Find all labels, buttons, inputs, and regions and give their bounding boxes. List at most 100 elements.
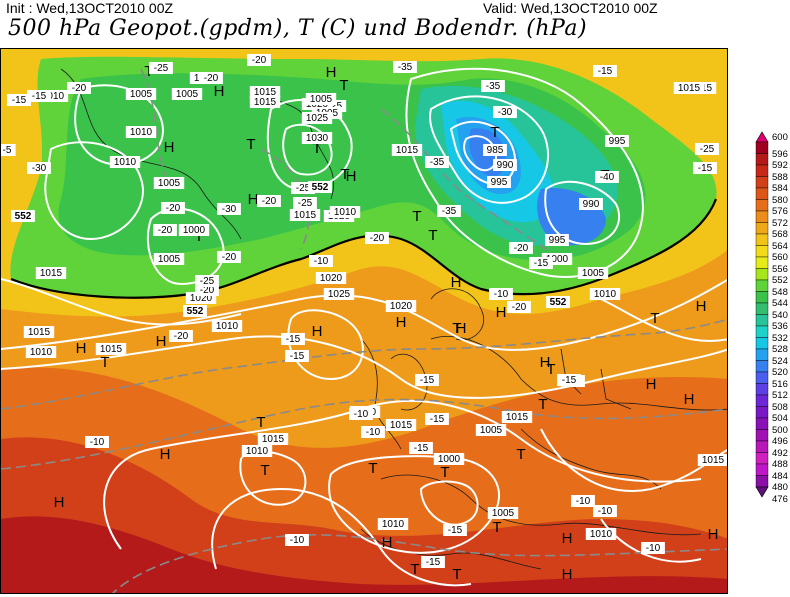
- temperature-label: -35: [486, 81, 501, 92]
- temperature-label: -40: [600, 172, 615, 183]
- pressure-low-marker: T: [650, 310, 659, 327]
- temperature-label: -30: [222, 204, 237, 215]
- isobar-label: 1000: [546, 254, 569, 265]
- isobar-label: 1005: [480, 425, 503, 436]
- isobar-label-box: [697, 454, 727, 466]
- isobar-label: 1020: [390, 301, 413, 312]
- isobar-label: 1015: [678, 83, 701, 94]
- legend-value: 488: [772, 459, 788, 470]
- temperature-label-box: [309, 255, 333, 267]
- legend-value: 492: [772, 447, 788, 459]
- isobar-label-box: [385, 419, 417, 431]
- isobar-label-box: [605, 135, 629, 147]
- isobar-label: 1010: [334, 207, 357, 218]
- pressure-high-marker: H: [160, 446, 171, 463]
- pressure-high-marker: H: [382, 534, 393, 551]
- isobar-label: 1005: [158, 178, 181, 189]
- temperature-label: -5: [3, 145, 12, 156]
- isobar-label: 1015: [294, 210, 317, 221]
- isobar-label-box: [125, 88, 157, 100]
- isobar-label: 1010: [42, 91, 65, 102]
- geopotential-552-label-box: [546, 296, 570, 308]
- temperature-label-box: [415, 374, 439, 386]
- pressure-low-marker: T: [256, 414, 265, 431]
- pressure-high-marker: H: [312, 323, 323, 340]
- geopotential-552-label: 552: [187, 306, 204, 317]
- legend-value: 580: [772, 194, 788, 206]
- isobar-label: 985: [487, 145, 504, 156]
- temperature-label: -35: [442, 206, 457, 217]
- pressure-low-marker: T: [452, 320, 461, 337]
- isobar-label: 1015: [254, 87, 277, 98]
- legend-value: 524: [772, 355, 788, 367]
- temperature-label: -10: [314, 256, 329, 267]
- temperature-label-box: [257, 195, 281, 207]
- legend-value: 560: [772, 252, 788, 263]
- isobar-label: 1010: [246, 446, 269, 457]
- temperature-label-box: [489, 288, 513, 300]
- temperature-label-box: [247, 54, 271, 66]
- isobar-label: 1015: [702, 455, 725, 466]
- temperature-label-box: [593, 65, 617, 77]
- isobar-label-box: [577, 267, 609, 279]
- legend-value: 600: [772, 132, 788, 143]
- temperature-label: -35: [430, 157, 445, 168]
- isobar-label-box: [249, 96, 281, 108]
- isobar-label: 1000: [438, 454, 461, 465]
- isobar-label-box: [109, 156, 141, 168]
- legend-value: 556: [772, 263, 788, 275]
- pressure-low-marker: T: [452, 566, 461, 583]
- legend-value: 540: [772, 309, 788, 321]
- isobar-label: 1015: [100, 344, 123, 355]
- isobar-label: 1005: [310, 94, 333, 105]
- isobar-label: 1005: [176, 89, 199, 100]
- temperature-label-box: [425, 156, 449, 168]
- isobar-label: 1015: [254, 97, 277, 108]
- temperature-label: -25: [296, 183, 311, 194]
- temperature-label-box: [27, 162, 51, 174]
- map-title: 500 hPa Geopot.(gpdm), T (C) und Bodendr…: [8, 16, 588, 41]
- legend-value: 576: [772, 206, 788, 217]
- legend-value: 520: [772, 367, 788, 378]
- temperature-label: -10: [576, 496, 591, 507]
- temperature-label: -10: [366, 427, 381, 438]
- isobar-label-box: [249, 86, 281, 98]
- temperature-label-box: [507, 301, 531, 313]
- pressure-low-marker: T: [194, 228, 203, 245]
- isobar-label-box: [385, 300, 417, 312]
- isobar-label-box: [95, 343, 127, 355]
- pressure-high-marker: H: [214, 83, 225, 100]
- temperature-label: -15: [598, 66, 613, 77]
- temperature-label-box: [217, 203, 241, 215]
- temperature-label: -20: [204, 73, 219, 84]
- isobar-label-box: [178, 224, 210, 236]
- temperature-label: -15: [12, 95, 27, 106]
- temperature-label-box: [199, 72, 223, 84]
- temperature-label: -15: [414, 443, 429, 454]
- geopotential-552-label-box: [308, 181, 332, 193]
- temperature-label: -15: [698, 163, 713, 174]
- legend-value: 512: [772, 390, 788, 401]
- isobar-label-box: [487, 176, 511, 188]
- isobar-label: 995: [549, 235, 566, 246]
- geopotential-552-label-box: [183, 305, 207, 317]
- pressure-low-marker: T: [339, 77, 348, 94]
- temperature-label: -35: [398, 62, 413, 73]
- temperature-label: -25: [154, 63, 169, 74]
- temperature-label-box: [361, 426, 385, 438]
- pressure-low-marker: T: [246, 136, 255, 153]
- temperature-label: -15: [534, 258, 549, 269]
- isobar-label-box: [257, 433, 289, 445]
- temperature-label: -20: [158, 225, 173, 236]
- pressure-low-marker: T: [492, 519, 501, 536]
- temperature-label-box: [285, 350, 309, 362]
- isobar-label: 1005: [158, 254, 181, 265]
- pressure-high-marker: H: [54, 494, 65, 511]
- temperature-label: -10: [90, 437, 105, 448]
- pressure-low-marker: T: [340, 166, 349, 183]
- isobar-label: 990: [583, 199, 600, 210]
- isobar-label-box: [545, 234, 569, 246]
- isobar-label: 1005: [582, 268, 605, 279]
